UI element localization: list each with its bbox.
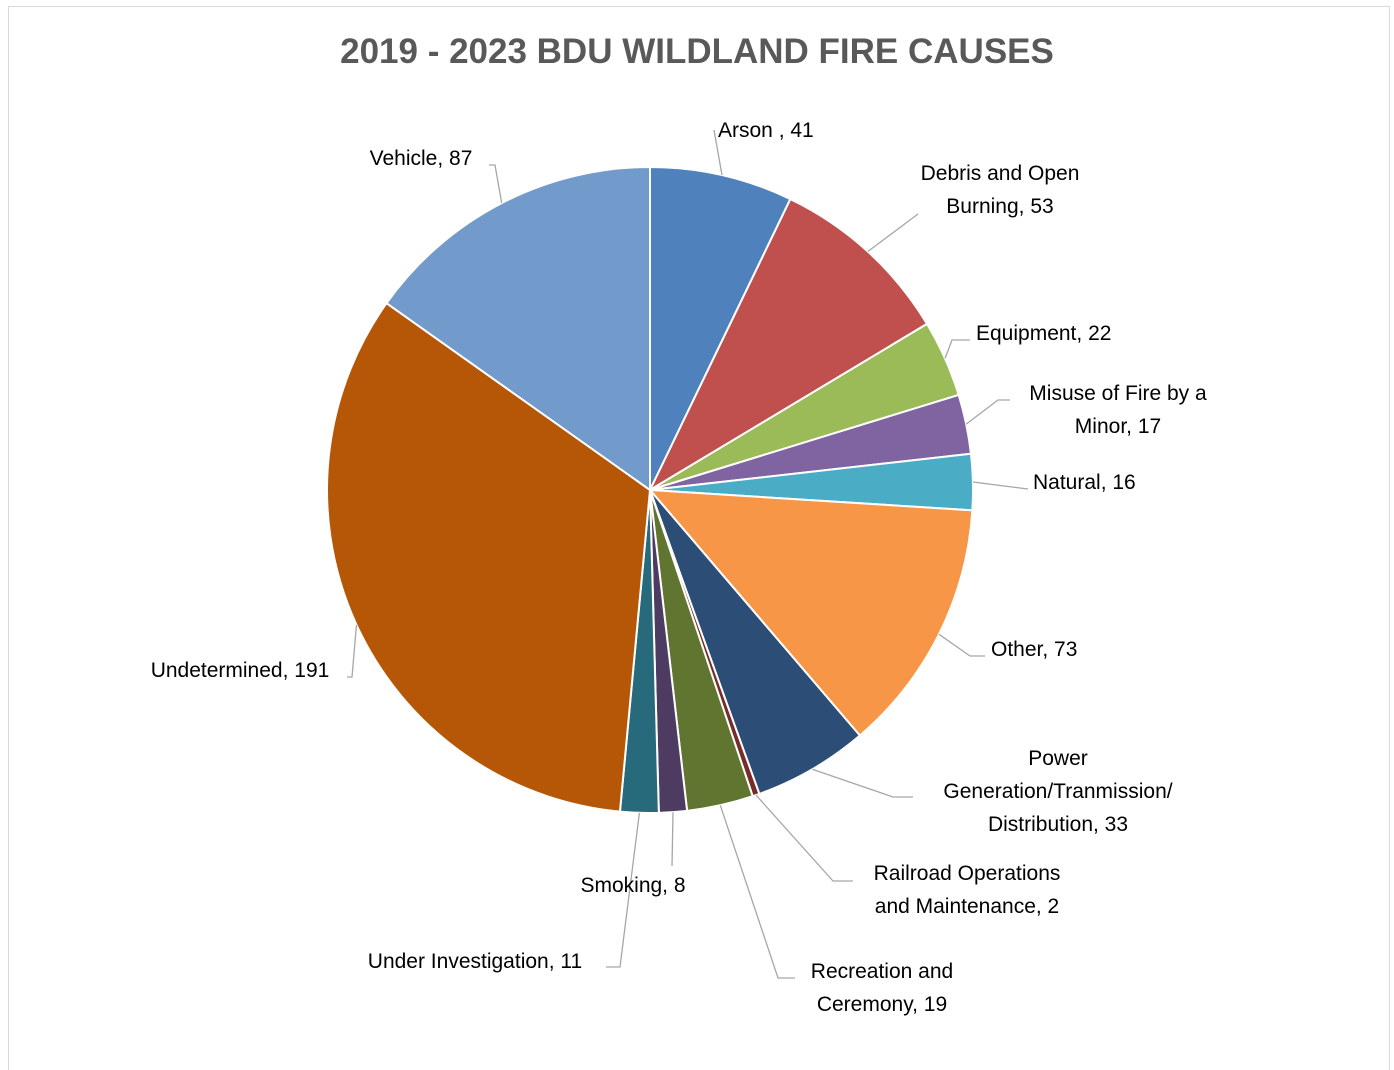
pie-slice-arson (649, 165, 792, 491)
data-label-power-generation-tranmission-distribution: Power Generation/Tranmission/Distribution… (943, 747, 1172, 836)
data-label-undetermined: Undetermined, 191 (151, 659, 330, 682)
data-label-natural: Natural, 16 (1033, 471, 1136, 494)
leader-line-natural (972, 481, 1029, 490)
data-label-arson: Arson , 41 (718, 119, 814, 142)
leader-line-arson (713, 129, 723, 176)
data-label-smoking: Smoking, 8 (580, 874, 685, 897)
pie-slice-other (647, 488, 974, 737)
chart-title: 2019 - 2023 BDU WILDLAND FIRE CAUSES (340, 32, 1054, 71)
pie-slice-vehicle (385, 165, 651, 492)
data-label-under-investigation: Under Investigation, 11 (368, 950, 582, 973)
leader-line-railroad-operations-and-maintenance (755, 794, 853, 882)
leader-line-misuse-of-fire-by-a-minor (965, 399, 1010, 425)
leader-line-recreation-and-ceremony (719, 805, 795, 979)
leader-line-power-generation-tranmission-distribution (812, 768, 913, 798)
data-label-misuse-of-fire-by-a-minor: Misuse of Fire by a Minor, 17 (1029, 382, 1207, 438)
leader-line-debris-and-open-burning (867, 213, 919, 253)
data-label-vehicle: Vehicle, 87 (370, 147, 473, 170)
data-label-recreation-and-ceremony: Recreation and Ceremony, 19 (811, 960, 953, 1016)
leader-line-under-investigation (606, 812, 641, 968)
pie-slice-debris-and-open-burning (647, 197, 929, 493)
data-label-equipment: Equipment, 22 (976, 322, 1111, 345)
leader-line-equipment (944, 339, 970, 359)
leader-line-vehicle (489, 164, 503, 204)
leader-line-other (938, 633, 985, 657)
leader-line-smoking (671, 812, 674, 867)
data-label-debris-and-open-burning: Debris and Open Burning, 53 (921, 162, 1080, 218)
leader-line-undetermined (347, 624, 358, 678)
pie-slice-undetermined (326, 301, 652, 813)
data-label-other: Other, 73 (991, 638, 1077, 661)
data-label-railroad-operations-and-maintenance: Railroad Operations and Maintenance, 2 (874, 862, 1061, 918)
